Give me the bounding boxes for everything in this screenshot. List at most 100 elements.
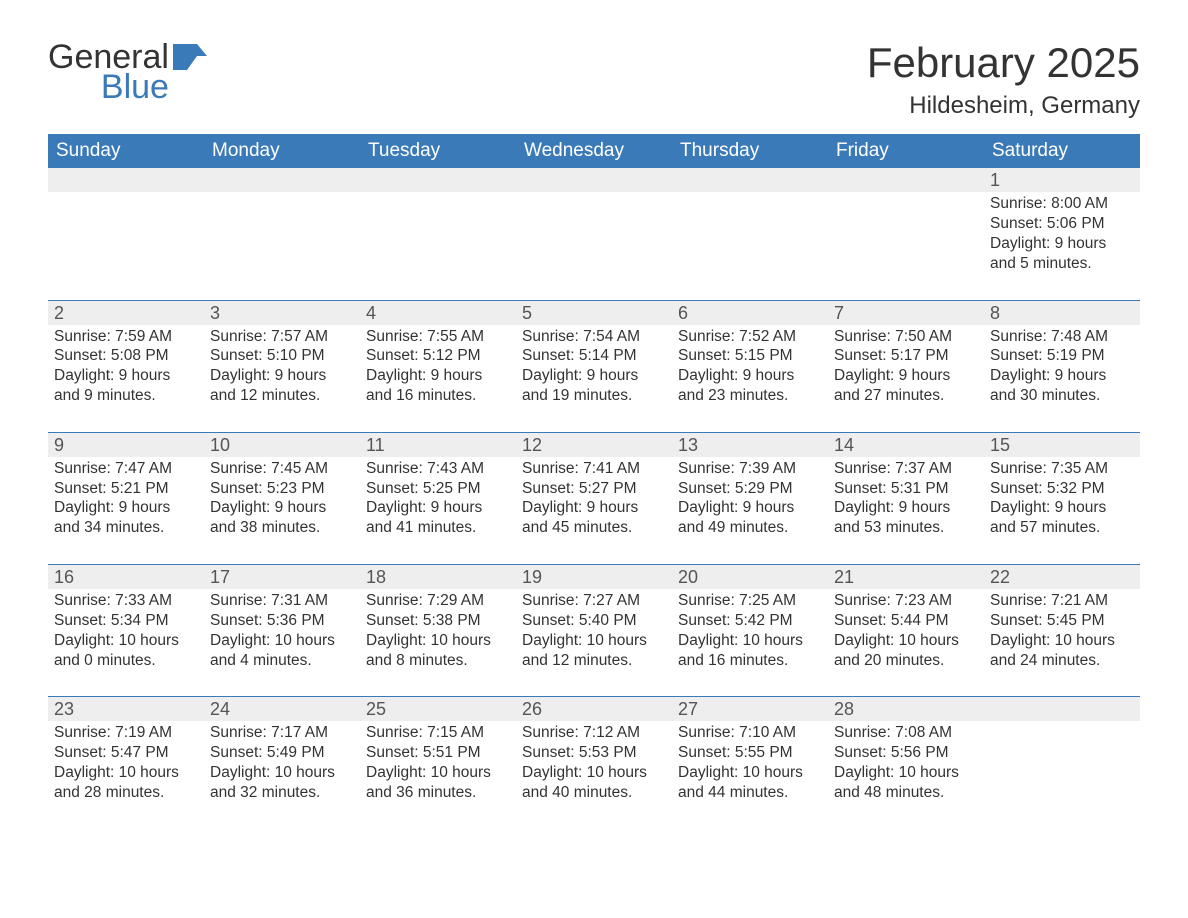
day-detail-cell: Sunrise: 7:37 AMSunset: 5:31 PMDaylight:… bbox=[828, 457, 984, 565]
daylight-line: Daylight: 9 hours and 23 minutes. bbox=[678, 366, 822, 406]
sunset-line: Sunset: 5:08 PM bbox=[54, 346, 198, 366]
day-detail-cell: Sunrise: 7:39 AMSunset: 5:29 PMDaylight:… bbox=[672, 457, 828, 565]
sunset-line: Sunset: 5:15 PM bbox=[678, 346, 822, 366]
sunset-line: Sunset: 5:38 PM bbox=[366, 611, 510, 631]
day-header: Wednesday bbox=[516, 134, 672, 168]
sunrise-line: Sunrise: 7:35 AM bbox=[990, 459, 1134, 479]
sunrise-line: Sunrise: 7:17 AM bbox=[210, 723, 354, 743]
day-detail-cell: Sunrise: 7:52 AMSunset: 5:15 PMDaylight:… bbox=[672, 325, 828, 433]
sunset-line: Sunset: 5:44 PM bbox=[834, 611, 978, 631]
day-number-cell bbox=[984, 697, 1140, 721]
day-number-cell: 18 bbox=[360, 565, 516, 589]
sunset-line: Sunset: 5:06 PM bbox=[990, 214, 1134, 234]
day-detail-cell bbox=[672, 192, 828, 300]
day-detail-cell bbox=[828, 192, 984, 300]
sunrise-line: Sunrise: 7:48 AM bbox=[990, 327, 1134, 347]
sunset-line: Sunset: 5:49 PM bbox=[210, 743, 354, 763]
sunset-line: Sunset: 5:31 PM bbox=[834, 479, 978, 499]
flag-icon bbox=[173, 44, 207, 70]
sunrise-line: Sunrise: 7:43 AM bbox=[366, 459, 510, 479]
day-detail-cell bbox=[984, 721, 1140, 808]
day-detail-cell bbox=[516, 192, 672, 300]
sunrise-line: Sunrise: 7:47 AM bbox=[54, 459, 198, 479]
daylight-line: Daylight: 9 hours and 5 minutes. bbox=[990, 234, 1134, 274]
day-number-cell bbox=[360, 168, 516, 192]
daylight-line: Daylight: 9 hours and 45 minutes. bbox=[522, 498, 666, 538]
day-detail-cell: Sunrise: 8:00 AMSunset: 5:06 PMDaylight:… bbox=[984, 192, 1140, 300]
day-header: Saturday bbox=[984, 134, 1140, 168]
day-number-cell: 25 bbox=[360, 697, 516, 721]
day-number-cell: 13 bbox=[672, 433, 828, 457]
day-detail-cell: Sunrise: 7:41 AMSunset: 5:27 PMDaylight:… bbox=[516, 457, 672, 565]
sunset-line: Sunset: 5:47 PM bbox=[54, 743, 198, 763]
day-number-cell: 17 bbox=[204, 565, 360, 589]
daylight-line: Daylight: 9 hours and 30 minutes. bbox=[990, 366, 1134, 406]
sunset-line: Sunset: 5:55 PM bbox=[678, 743, 822, 763]
sunset-line: Sunset: 5:21 PM bbox=[54, 479, 198, 499]
day-detail-cell: Sunrise: 7:15 AMSunset: 5:51 PMDaylight:… bbox=[360, 721, 516, 808]
day-number-cell: 4 bbox=[360, 301, 516, 325]
sunrise-line: Sunrise: 7:31 AM bbox=[210, 591, 354, 611]
sunrise-line: Sunrise: 7:57 AM bbox=[210, 327, 354, 347]
day-detail-cell: Sunrise: 7:19 AMSunset: 5:47 PMDaylight:… bbox=[48, 721, 204, 808]
daylight-line: Daylight: 9 hours and 57 minutes. bbox=[990, 498, 1134, 538]
day-header: Thursday bbox=[672, 134, 828, 168]
sunrise-line: Sunrise: 8:00 AM bbox=[990, 194, 1134, 214]
daylight-line: Daylight: 10 hours and 8 minutes. bbox=[366, 631, 510, 671]
day-number-cell: 22 bbox=[984, 565, 1140, 589]
day-detail-cell: Sunrise: 7:54 AMSunset: 5:14 PMDaylight:… bbox=[516, 325, 672, 433]
daylight-line: Daylight: 10 hours and 48 minutes. bbox=[834, 763, 978, 803]
sunrise-line: Sunrise: 7:41 AM bbox=[522, 459, 666, 479]
sunrise-line: Sunrise: 7:52 AM bbox=[678, 327, 822, 347]
day-detail-cell: Sunrise: 7:47 AMSunset: 5:21 PMDaylight:… bbox=[48, 457, 204, 565]
day-detail-cell: Sunrise: 7:33 AMSunset: 5:34 PMDaylight:… bbox=[48, 589, 204, 697]
daylight-line: Daylight: 9 hours and 34 minutes. bbox=[54, 498, 198, 538]
day-header: Monday bbox=[204, 134, 360, 168]
sunset-line: Sunset: 5:25 PM bbox=[366, 479, 510, 499]
daylight-line: Daylight: 9 hours and 53 minutes. bbox=[834, 498, 978, 538]
day-number-cell: 12 bbox=[516, 433, 672, 457]
daylight-line: Daylight: 9 hours and 41 minutes. bbox=[366, 498, 510, 538]
sunset-line: Sunset: 5:19 PM bbox=[990, 346, 1134, 366]
day-detail-cell: Sunrise: 7:45 AMSunset: 5:23 PMDaylight:… bbox=[204, 457, 360, 565]
sunrise-line: Sunrise: 7:27 AM bbox=[522, 591, 666, 611]
sunset-line: Sunset: 5:12 PM bbox=[366, 346, 510, 366]
sunrise-line: Sunrise: 7:12 AM bbox=[522, 723, 666, 743]
day-number-cell: 2 bbox=[48, 301, 204, 325]
day-number-cell: 15 bbox=[984, 433, 1140, 457]
day-number-cell: 23 bbox=[48, 697, 204, 721]
sunrise-line: Sunrise: 7:25 AM bbox=[678, 591, 822, 611]
day-detail-cell: Sunrise: 7:21 AMSunset: 5:45 PMDaylight:… bbox=[984, 589, 1140, 697]
sunrise-line: Sunrise: 7:08 AM bbox=[834, 723, 978, 743]
day-number-cell bbox=[672, 168, 828, 192]
day-header: Sunday bbox=[48, 134, 204, 168]
day-detail-cell: Sunrise: 7:59 AMSunset: 5:08 PMDaylight:… bbox=[48, 325, 204, 433]
day-number-cell bbox=[828, 168, 984, 192]
daylight-line: Daylight: 10 hours and 32 minutes. bbox=[210, 763, 354, 803]
sunset-line: Sunset: 5:32 PM bbox=[990, 479, 1134, 499]
day-detail-cell: Sunrise: 7:48 AMSunset: 5:19 PMDaylight:… bbox=[984, 325, 1140, 433]
sunrise-line: Sunrise: 7:37 AM bbox=[834, 459, 978, 479]
daylight-line: Daylight: 9 hours and 12 minutes. bbox=[210, 366, 354, 406]
day-detail-cell: Sunrise: 7:08 AMSunset: 5:56 PMDaylight:… bbox=[828, 721, 984, 808]
day-detail-cell: Sunrise: 7:35 AMSunset: 5:32 PMDaylight:… bbox=[984, 457, 1140, 565]
daylight-line: Daylight: 10 hours and 36 minutes. bbox=[366, 763, 510, 803]
sunrise-line: Sunrise: 7:19 AM bbox=[54, 723, 198, 743]
day-number-cell: 10 bbox=[204, 433, 360, 457]
brand-text: General Blue bbox=[48, 40, 169, 104]
day-detail-cell: Sunrise: 7:25 AMSunset: 5:42 PMDaylight:… bbox=[672, 589, 828, 697]
day-detail-cell bbox=[360, 192, 516, 300]
daylight-line: Daylight: 9 hours and 49 minutes. bbox=[678, 498, 822, 538]
sunset-line: Sunset: 5:40 PM bbox=[522, 611, 666, 631]
sunset-line: Sunset: 5:23 PM bbox=[210, 479, 354, 499]
day-detail-cell: Sunrise: 7:55 AMSunset: 5:12 PMDaylight:… bbox=[360, 325, 516, 433]
day-detail-cell bbox=[204, 192, 360, 300]
sunrise-line: Sunrise: 7:23 AM bbox=[834, 591, 978, 611]
sunrise-line: Sunrise: 7:54 AM bbox=[522, 327, 666, 347]
sunset-line: Sunset: 5:53 PM bbox=[522, 743, 666, 763]
day-number-cell: 9 bbox=[48, 433, 204, 457]
brand-logo: General Blue bbox=[48, 40, 207, 104]
daylight-line: Daylight: 10 hours and 4 minutes. bbox=[210, 631, 354, 671]
sunset-line: Sunset: 5:45 PM bbox=[990, 611, 1134, 631]
sunset-line: Sunset: 5:34 PM bbox=[54, 611, 198, 631]
